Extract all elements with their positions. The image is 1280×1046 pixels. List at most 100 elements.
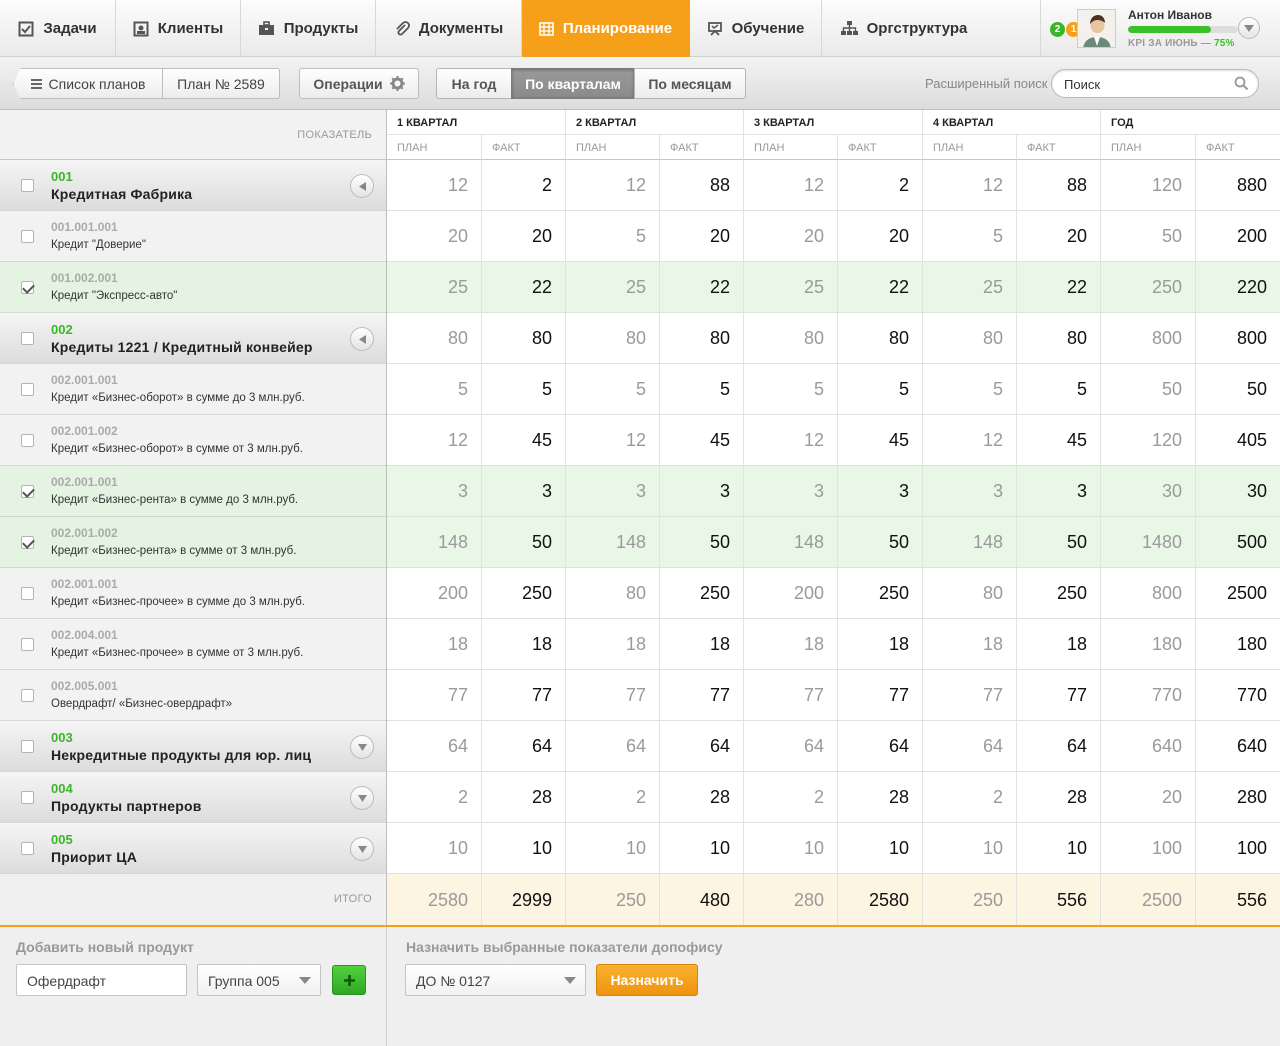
- fact-value-cell[interactable]: 77: [660, 670, 744, 720]
- messages-badge[interactable]: 2: [1050, 22, 1065, 37]
- row-checkbox[interactable]: [21, 383, 34, 396]
- nav-org-structure[interactable]: Оргструктура: [822, 0, 986, 57]
- plan-value-cell[interactable]: 10: [744, 823, 838, 873]
- fact-value-cell[interactable]: 640: [1236, 736, 1267, 756]
- fact-value-cell[interactable]: 5: [1017, 364, 1101, 414]
- plan-value-cell[interactable]: 77: [744, 670, 838, 720]
- fact-value-cell[interactable]: 22: [660, 262, 744, 312]
- product-row[interactable]: 002.001.002 Кредит «Бизнес-рента» в сумме…: [0, 517, 386, 568]
- plan-value-cell[interactable]: 80: [566, 568, 660, 618]
- fact-value-cell[interactable]: 88: [1017, 160, 1101, 210]
- fact-value-cell[interactable]: 5: [482, 364, 566, 414]
- fact-value-cell[interactable]: 500: [1236, 532, 1267, 552]
- fact-value-cell[interactable]: 77: [838, 670, 923, 720]
- fact-value-cell[interactable]: 770: [1236, 685, 1267, 705]
- fact-value-cell[interactable]: 77: [482, 670, 566, 720]
- period-tab-quarters[interactable]: По кварталам: [511, 68, 635, 99]
- fact-value-cell[interactable]: 220: [1236, 277, 1267, 297]
- fact-value-cell[interactable]: 22: [1017, 262, 1101, 312]
- fact-value-cell[interactable]: 180: [1236, 634, 1267, 654]
- plan-value-cell[interactable]: 200: [744, 568, 838, 618]
- plan-value-cell[interactable]: 80: [566, 313, 660, 363]
- plan-value-cell[interactable]: 50: [1101, 211, 1196, 261]
- fact-value-cell[interactable]: 405: [1236, 430, 1267, 450]
- row-checkbox[interactable]: [21, 230, 34, 243]
- plan-value-cell[interactable]: 10: [923, 823, 1017, 873]
- plan-value-cell[interactable]: 148: [387, 517, 482, 567]
- fact-value-cell[interactable]: 3: [660, 466, 744, 516]
- fact-value-cell[interactable]: 64: [660, 721, 744, 771]
- plan-value-cell[interactable]: 800: [1101, 568, 1196, 618]
- fact-value-cell[interactable]: 10: [1017, 823, 1101, 873]
- plan-value-cell[interactable]: 25: [923, 262, 1017, 312]
- fact-value-cell[interactable]: 22: [482, 262, 566, 312]
- nav-training[interactable]: Обучение: [690, 0, 822, 57]
- plan-value-cell[interactable]: 30: [1101, 466, 1196, 516]
- row-checkbox[interactable]: [21, 332, 34, 345]
- plan-value-cell[interactable]: 770: [1101, 670, 1196, 720]
- group-row[interactable]: 001 Кредитная Фабрика: [0, 160, 386, 211]
- plan-value-cell[interactable]: 12: [566, 160, 660, 210]
- fact-value-cell[interactable]: 28: [1017, 772, 1101, 822]
- row-checkbox[interactable]: [21, 281, 34, 294]
- plan-value-cell[interactable]: 5: [744, 364, 838, 414]
- plan-value-cell[interactable]: 1480: [1101, 517, 1196, 567]
- fact-value-cell[interactable]: 880: [1236, 175, 1267, 195]
- row-checkbox[interactable]: [21, 434, 34, 447]
- plan-value-cell[interactable]: 77: [923, 670, 1017, 720]
- plan-value-cell[interactable]: 148: [566, 517, 660, 567]
- fact-value-cell[interactable]: 5: [838, 364, 923, 414]
- row-checkbox[interactable]: [21, 587, 34, 600]
- fact-value-cell[interactable]: 80: [482, 313, 566, 363]
- fact-value-cell[interactable]: 18: [482, 619, 566, 669]
- plan-value-cell[interactable]: 12: [566, 415, 660, 465]
- fact-value-cell[interactable]: 28: [838, 772, 923, 822]
- row-checkbox[interactable]: [21, 536, 34, 549]
- plan-value-cell[interactable]: 5: [387, 364, 482, 414]
- plan-value-cell[interactable]: 64: [923, 721, 1017, 771]
- fact-value-cell[interactable]: 2: [838, 160, 923, 210]
- plan-value-cell[interactable]: 100: [1101, 823, 1196, 873]
- plan-value-cell[interactable]: 64: [744, 721, 838, 771]
- plan-value-cell[interactable]: 50: [1101, 364, 1196, 414]
- plan-value-cell[interactable]: 5: [566, 364, 660, 414]
- product-row[interactable]: 002.005.001 Овердрафт/ «Бизнес-овердрафт»: [0, 670, 386, 721]
- fact-value-cell[interactable]: 88: [660, 160, 744, 210]
- nav-documents[interactable]: Документы: [376, 0, 522, 57]
- assign-button[interactable]: Назначить: [596, 964, 698, 996]
- product-row[interactable]: 001.002.001 Кредит "Экспресс-авто": [0, 262, 386, 313]
- fact-value-cell[interactable]: 10: [660, 823, 744, 873]
- fact-value-cell[interactable]: 20: [482, 211, 566, 261]
- plan-value-cell[interactable]: 25: [387, 262, 482, 312]
- row-checkbox[interactable]: [21, 485, 34, 498]
- operations-button[interactable]: Операции: [299, 68, 419, 99]
- plan-value-cell[interactable]: 5: [923, 211, 1017, 261]
- plan-value-cell[interactable]: 640: [1101, 721, 1196, 771]
- plan-value-cell[interactable]: 3: [387, 466, 482, 516]
- plan-value-cell[interactable]: 180: [1101, 619, 1196, 669]
- plan-value-cell[interactable]: 64: [387, 721, 482, 771]
- plan-value-cell[interactable]: 12: [923, 160, 1017, 210]
- product-row[interactable]: 002.001.001 Кредит «Бизнес-оборот» в сумм…: [0, 364, 386, 415]
- user-menu-button[interactable]: [1238, 17, 1260, 39]
- fact-value-cell[interactable]: 2500: [1226, 583, 1267, 603]
- row-checkbox[interactable]: [21, 179, 34, 192]
- search-icon[interactable]: [1234, 76, 1249, 91]
- breadcrumb-current-plan[interactable]: План № 2589: [163, 68, 280, 99]
- plan-value-cell[interactable]: 200: [387, 568, 482, 618]
- fact-value-cell[interactable]: 64: [838, 721, 923, 771]
- plan-value-cell[interactable]: 25: [744, 262, 838, 312]
- fact-value-cell[interactable]: 250: [660, 568, 744, 618]
- plan-value-cell[interactable]: 120: [1101, 160, 1196, 210]
- plan-value-cell[interactable]: 18: [923, 619, 1017, 669]
- group-row[interactable]: 005 Приорит ЦА: [0, 823, 386, 874]
- user-name[interactable]: Антон Иванов: [1128, 8, 1213, 22]
- fact-value-cell[interactable]: 3: [482, 466, 566, 516]
- product-row[interactable]: 002.004.001 Кредит «Бизнес-прочее» в сумм…: [0, 619, 386, 670]
- fact-value-cell[interactable]: 20: [838, 211, 923, 261]
- fact-value-cell[interactable]: 64: [482, 721, 566, 771]
- fact-value-cell[interactable]: 28: [660, 772, 744, 822]
- plan-value-cell[interactable]: 12: [923, 415, 1017, 465]
- fact-value-cell[interactable]: 250: [838, 568, 923, 618]
- plan-value-cell[interactable]: 120: [1101, 415, 1196, 465]
